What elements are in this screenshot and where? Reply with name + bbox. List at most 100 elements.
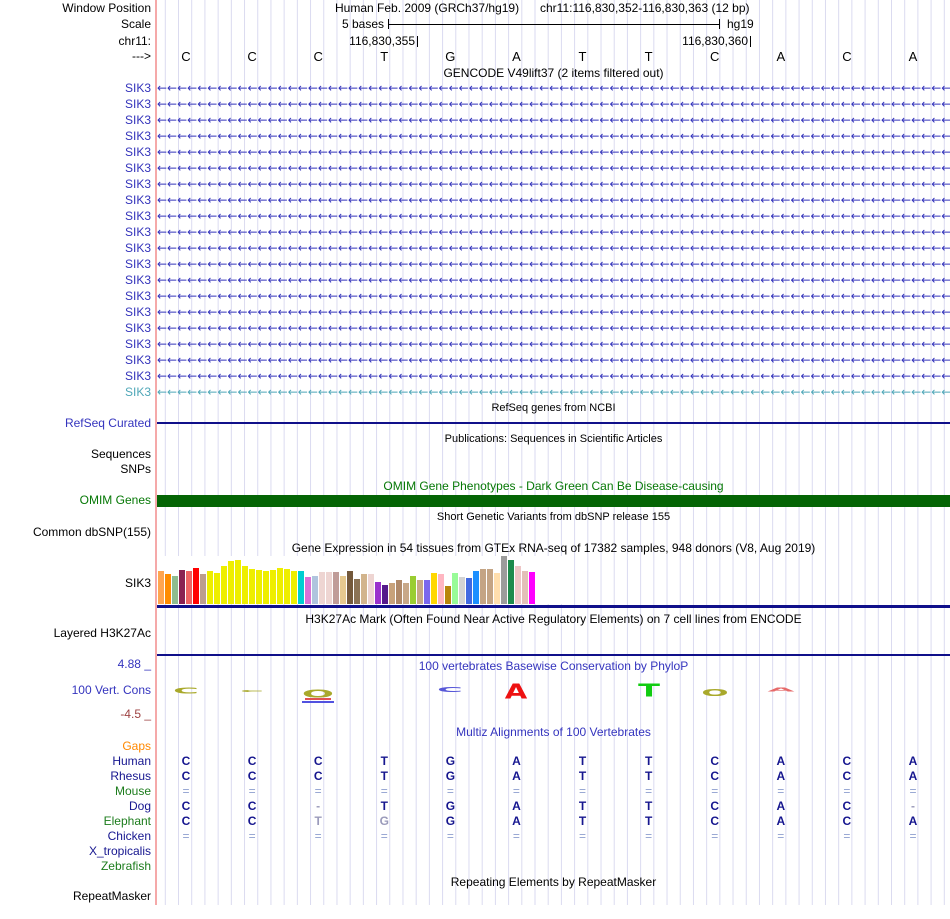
multiz-aligned-base: A xyxy=(908,754,918,768)
track-label-common-dbsnp[interactable]: Common dbSNP(155) xyxy=(32,525,151,539)
transcript-label-sik3[interactable]: SIK3 xyxy=(124,289,151,303)
transcript-label-sik3[interactable]: SIK3 xyxy=(124,145,151,159)
multiz-aligned-base: = xyxy=(182,784,190,798)
transcript-intron-arrows[interactable]: ←←←←←←←←←←←←←←←←←←←←←←←←←←←←←←←←←←←←←←←←… xyxy=(157,210,950,223)
scale-label: Scale xyxy=(120,17,151,31)
transcript-label-sik3[interactable]: SIK3 xyxy=(124,353,151,367)
multiz-species-label[interactable]: Chicken xyxy=(107,829,151,843)
phylop-logo-glyph: C xyxy=(240,689,264,693)
track-label-omim-genes[interactable]: OMIM Genes xyxy=(79,493,151,507)
gtex-tissue-bar xyxy=(214,573,220,604)
track-label-repeatmasker[interactable]: RepeatMasker xyxy=(72,889,151,903)
gtex-tissue-bar xyxy=(200,574,206,604)
multiz-aligned-base: A xyxy=(512,799,521,813)
transcript-intron-arrows[interactable]: ←←←←←←←←←←←←←←←←←←←←←←←←←←←←←←←←←←←←←←←←… xyxy=(157,178,950,191)
transcript-label-sik3[interactable]: SIK3 xyxy=(124,177,151,191)
multiz-species-label[interactable]: Zebrafish xyxy=(100,859,151,873)
transcript-label-sik3[interactable]: SIK3 xyxy=(124,257,151,271)
track-label-snps[interactable]: SNPs xyxy=(120,462,151,476)
gtex-expression-chart[interactable] xyxy=(157,556,563,604)
transcript-intron-arrows[interactable]: ←←←←←←←←←←←←←←←←←←←←←←←←←←←←←←←←←←←←←←←←… xyxy=(157,338,950,351)
track-label-layered-h3k27ac[interactable]: Layered H3K27Ac xyxy=(53,626,151,640)
transcript-label-sik3[interactable]: SIK3 xyxy=(124,369,151,383)
transcript-intron-arrows[interactable]: ←←←←←←←←←←←←←←←←←←←←←←←←←←←←←←←←←←←←←←←←… xyxy=(157,258,950,271)
gtex-tissue-bar xyxy=(529,572,535,604)
transcript-intron-arrows[interactable]: ←←←←←←←←←←←←←←←←←←←←←←←←←←←←←←←←←←←←←←←←… xyxy=(157,98,950,111)
transcript-intron-arrows[interactable]: ←←←←←←←←←←←←←←←←←←←←←←←←←←←←←←←←←←←←←←←←… xyxy=(157,82,950,95)
track-label-refseq-curated[interactable]: RefSeq Curated xyxy=(64,416,151,430)
ruler-base: A xyxy=(512,49,521,64)
phylop-logo-letter: A xyxy=(767,687,794,693)
transcript-label-sik3[interactable]: SIK3 xyxy=(124,209,151,223)
transcript-label-sik3[interactable]: SIK3 xyxy=(124,161,151,175)
multiz-aligned-base: C xyxy=(181,769,191,783)
multiz-aligned-base: = xyxy=(446,784,454,798)
multiz-aligned-base: G xyxy=(445,769,456,783)
transcript-label-sik3[interactable]: SIK3 xyxy=(124,129,151,143)
multiz-aligned-base: A xyxy=(776,754,786,768)
transcript-label-sik3[interactable]: SIK3 xyxy=(124,113,151,127)
transcript-intron-arrows[interactable]: ←←←←←←←←←←←←←←←←←←←←←←←←←←←←←←←←←←←←←←←←… xyxy=(157,226,950,239)
transcript-label-sik3[interactable]: SIK3 xyxy=(124,305,151,319)
transcript-intron-arrows[interactable]: ←←←←←←←←←←←←←←←←←←←←←←←←←←←←←←←←←←←←←←←←… xyxy=(157,322,950,335)
track-label-100-vert-cons[interactable]: 100 Vert. Cons xyxy=(71,683,151,697)
ruler-base: C xyxy=(842,49,852,64)
transcript-label-sik3[interactable]: SIK3 xyxy=(124,385,151,399)
multiz-aligned-base: C xyxy=(710,799,720,813)
transcript-intron-arrows[interactable]: ←←←←←←←←←←←←←←←←←←←←←←←←←←←←←←←←←←←←←←←←… xyxy=(157,354,950,367)
transcript-intron-arrows[interactable]: ←←←←←←←←←←←←←←←←←←←←←←←←←←←←←←←←←←←←←←←←… xyxy=(157,386,950,399)
publications-track-title: Publications: Sequences in Scientific Ar… xyxy=(444,433,663,445)
gtex-tissue-bar xyxy=(354,579,360,604)
multiz-species-label[interactable]: Human xyxy=(112,754,151,768)
multiz-aligned-base: G xyxy=(445,814,456,828)
transcript-label-sik3[interactable]: SIK3 xyxy=(124,337,151,351)
transcript-label-sik3[interactable]: SIK3 xyxy=(124,81,151,95)
transcript-intron-arrows[interactable]: ←←←←←←←←←←←←←←←←←←←←←←←←←←←←←←←←←←←←←←←←… xyxy=(157,290,950,303)
h3k27ac-track-title: H3K27Ac Mark (Often Found Near Active Re… xyxy=(305,612,802,626)
gtex-tissue-bar xyxy=(305,577,311,604)
transcript-label-sik3[interactable]: SIK3 xyxy=(124,273,151,287)
multiz-species-label[interactable]: Elephant xyxy=(103,814,151,828)
transcript-intron-arrows[interactable]: ←←←←←←←←←←←←←←←←←←←←←←←←←←←←←←←←←←←←←←←←… xyxy=(157,130,950,143)
multiz-species-label[interactable]: Rhesus xyxy=(110,769,151,783)
ruler-base: G xyxy=(445,49,456,64)
gtex-tissue-bar xyxy=(249,569,255,604)
gtex-tissue-bar xyxy=(466,578,472,604)
transcript-label-sik3[interactable]: SIK3 xyxy=(124,193,151,207)
transcript-label-sik3[interactable]: SIK3 xyxy=(124,97,151,111)
transcript-intron-arrows[interactable]: ←←←←←←←←←←←←←←←←←←←←←←←←←←←←←←←←←←←←←←←←… xyxy=(157,370,950,383)
refseq-curated-feature[interactable] xyxy=(157,422,950,424)
multiz-aligned-base: C xyxy=(842,769,852,783)
gtex-tissue-bar xyxy=(326,572,332,604)
multiz-aligned-base: A xyxy=(776,769,786,783)
gtex-tissue-bar xyxy=(186,571,192,604)
gtex-tissue-bar xyxy=(179,570,185,604)
coord-left-text: 116,830,355 xyxy=(349,34,415,48)
track-label-gtex-sik3[interactable]: SIK3 xyxy=(124,576,151,590)
multiz-aligned-base: T xyxy=(644,769,653,783)
phylop-logo-glyph: O xyxy=(701,686,729,699)
multiz-species-label[interactable]: Dog xyxy=(128,799,151,813)
transcript-label-sik3[interactable]: SIK3 xyxy=(124,241,151,255)
transcript-intron-arrows[interactable]: ←←←←←←←←←←←←←←←←←←←←←←←←←←←←←←←←←←←←←←←←… xyxy=(157,162,950,175)
multiz-species-label[interactable]: Mouse xyxy=(114,784,151,798)
multiz-aligned-base: = xyxy=(248,829,256,843)
multiz-species-label[interactable]: X_tropicalis xyxy=(88,844,151,858)
multiz-species-label[interactable]: Gaps xyxy=(122,739,151,753)
track-label-sequences[interactable]: Sequences xyxy=(90,447,151,461)
window-left-guideline xyxy=(155,0,157,905)
multiz-aligned-base: C xyxy=(181,814,191,828)
transcript-intron-arrows[interactable]: ←←←←←←←←←←←←←←←←←←←←←←←←←←←←←←←←←←←←←←←←… xyxy=(157,306,950,319)
phylop-logo-letter: C xyxy=(438,686,464,693)
multiz-aligned-base: = xyxy=(843,784,851,798)
multiz-aligned-base: = xyxy=(446,829,454,843)
transcript-label-sik3[interactable]: SIK3 xyxy=(124,225,151,239)
transcript-intron-arrows[interactable]: ←←←←←←←←←←←←←←←←←←←←←←←←←←←←←←←←←←←←←←←←… xyxy=(157,274,950,287)
transcript-label-sik3[interactable]: SIK3 xyxy=(124,321,151,335)
transcript-intron-arrows[interactable]: ←←←←←←←←←←←←←←←←←←←←←←←←←←←←←←←←←←←←←←←←… xyxy=(157,242,950,255)
transcript-intron-arrows[interactable]: ←←←←←←←←←←←←←←←←←←←←←←←←←←←←←←←←←←←←←←←←… xyxy=(157,114,950,127)
multiz-aligned-base: = xyxy=(380,784,388,798)
transcript-intron-arrows[interactable]: ←←←←←←←←←←←←←←←←←←←←←←←←←←←←←←←←←←←←←←←←… xyxy=(157,194,950,207)
omim-gene-feature-bar[interactable] xyxy=(157,495,950,507)
transcript-intron-arrows[interactable]: ←←←←←←←←←←←←←←←←←←←←←←←←←←←←←←←←←←←←←←←←… xyxy=(157,146,950,159)
